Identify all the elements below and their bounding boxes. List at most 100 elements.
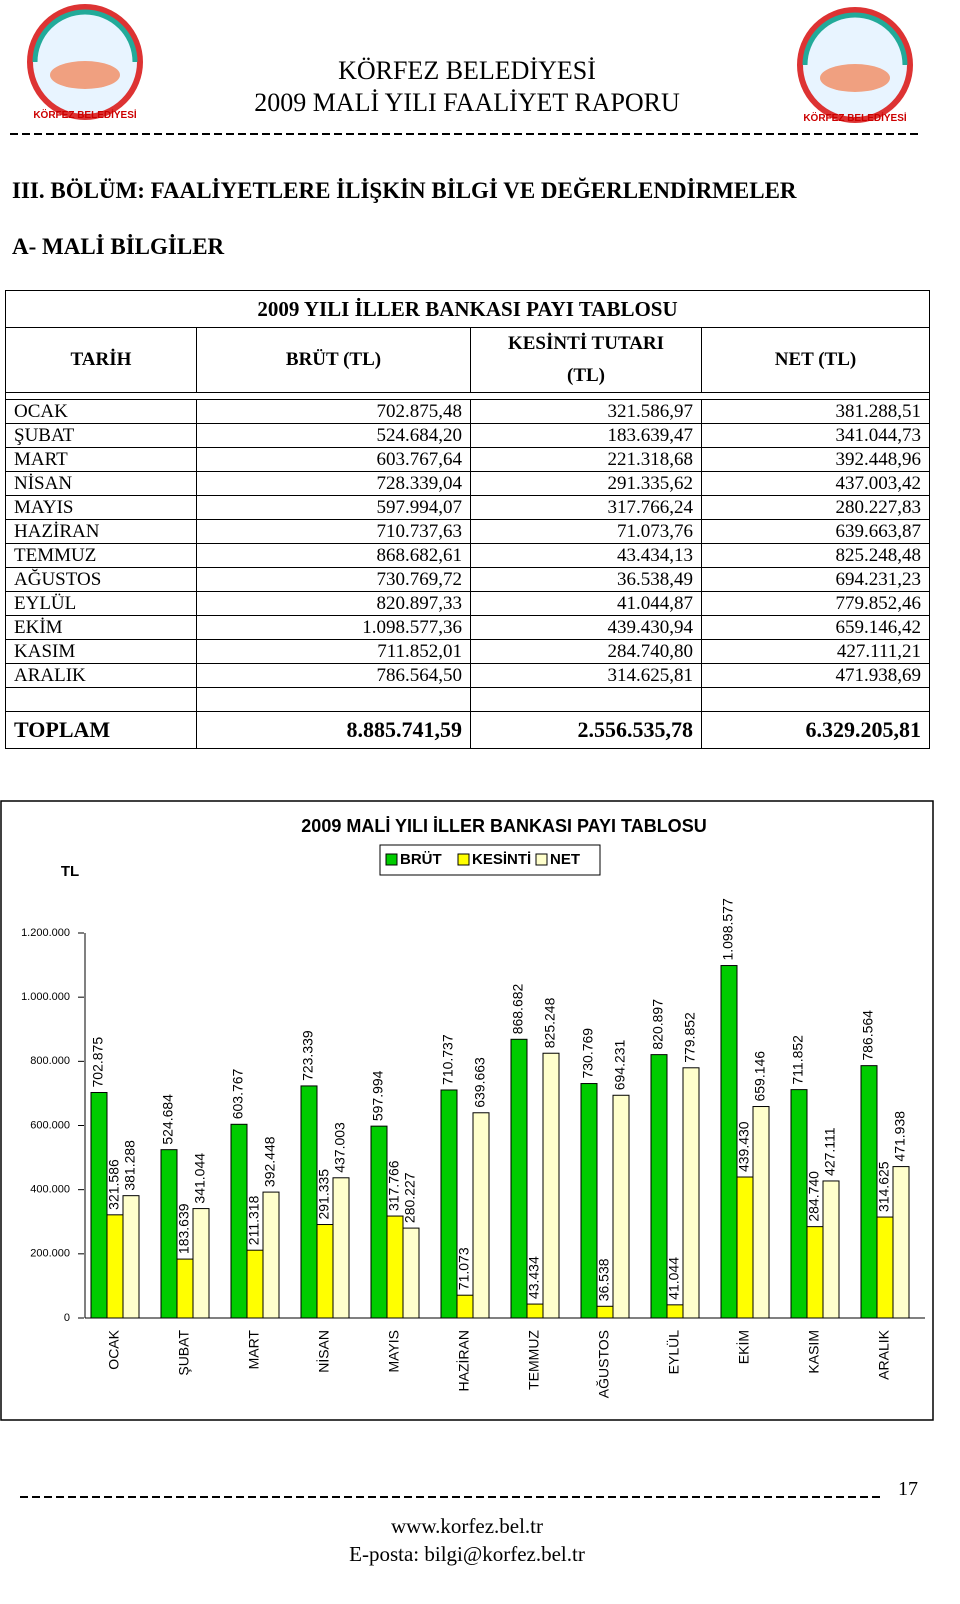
data-label: 317.766 xyxy=(386,1160,402,1211)
table-cell: 43.434,13 xyxy=(470,543,702,568)
footer-graphics xyxy=(20,1496,880,1498)
legend xyxy=(379,844,601,876)
table-cell: 597.994,07 xyxy=(196,495,471,520)
bar xyxy=(542,1052,560,1319)
column-header: BRÜT (TL) xyxy=(196,327,471,393)
table-cell: 36.538,49 xyxy=(470,567,702,592)
table-row: HAZİRAN 710.737,63 71.073,76 639.663,87 xyxy=(5,519,930,544)
table-row: EKİM 1.098.577,36 439.430,94 659.146,42 xyxy=(5,615,930,640)
y-tick-label: 1.000.000 xyxy=(21,991,70,1003)
logo: KÖRFEZ BELEDİYESİ xyxy=(797,7,913,124)
column-header-unit: (TL) xyxy=(567,365,605,386)
data-label: 786.564 xyxy=(860,1010,876,1061)
data-label: 439.430 xyxy=(736,1121,752,1172)
section-subheading: A- MALİ BİLGİLER xyxy=(12,234,225,259)
table-cell: TOPLAM xyxy=(5,711,197,749)
data-label: 43.434 xyxy=(526,1256,542,1299)
data-label: 723.339 xyxy=(300,1030,316,1081)
table-cell: TEMMUZ xyxy=(5,543,197,568)
bar xyxy=(860,1065,878,1319)
table-cell: MART xyxy=(5,447,197,472)
bar xyxy=(596,1305,614,1319)
data-label: 183.639 xyxy=(176,1203,192,1254)
logo-text: KÖRFEZ BELEDİYESİ xyxy=(33,108,137,121)
y-tick-label: 200.000 xyxy=(30,1248,70,1260)
data-table: 2009 YILI İLLER BANKASI PAYI TABLOSU TAR… xyxy=(5,290,930,749)
table-row: EYLÜL 820.897,33 41.044,87 779.852,46 xyxy=(5,591,930,616)
table-cell: 471.938,69 xyxy=(701,663,930,688)
x-tick-label: EKİM xyxy=(735,1330,752,1364)
bar xyxy=(580,1083,598,1319)
bar xyxy=(822,1180,840,1319)
table-cell: ARALIK xyxy=(5,663,197,688)
table-cell: 221.318,68 xyxy=(470,447,702,472)
data-label: 71.073 xyxy=(456,1247,472,1290)
footer-website: www.korfez.bel.tr xyxy=(391,1514,543,1538)
x-tick-label: ŞUBAT xyxy=(176,1330,192,1376)
data-label: 381.288 xyxy=(122,1140,138,1191)
legend-label: KESİNTİ xyxy=(472,851,531,868)
column-header-text: KESİNTİ TUTARI xyxy=(507,333,665,354)
bar xyxy=(682,1067,700,1319)
table-cell: 321.586,97 xyxy=(470,399,702,424)
table-cell: ŞUBAT xyxy=(5,423,197,448)
data-label: 341.044 xyxy=(192,1153,208,1204)
table-cell: EYLÜL xyxy=(5,591,197,616)
table-cell: 1.098.577,36 xyxy=(196,615,471,640)
data-label: 314.625 xyxy=(876,1161,892,1212)
table-cell: 603.767,64 xyxy=(196,447,471,472)
table-cell: 639.663,87 xyxy=(701,519,930,544)
data-label: 41.044 xyxy=(666,1257,682,1300)
bar xyxy=(386,1215,404,1319)
data-label: 659.146 xyxy=(752,1051,768,1102)
table-cell: 41.044,87 xyxy=(470,591,702,616)
table-cell: 280.227,83 xyxy=(701,495,930,520)
table-cell: 659.146,42 xyxy=(701,615,930,640)
bar xyxy=(752,1106,770,1319)
chart-title: 2009 MALİ YILI İLLER BANKASI PAYI TABLOS… xyxy=(301,816,706,836)
data-label: 280.227 xyxy=(402,1172,418,1223)
legend-label: BRÜT xyxy=(400,851,442,868)
bar xyxy=(612,1094,630,1319)
legend-swatch xyxy=(385,853,398,866)
bar xyxy=(316,1224,334,1319)
table-cell: 730.769,72 xyxy=(196,567,471,592)
data-label: 1.098.577 xyxy=(720,898,736,960)
table-row: AĞUSTOS 730.769,72 36.538,49 694.231,23 xyxy=(5,567,930,592)
bar xyxy=(246,1249,264,1319)
bar xyxy=(666,1304,684,1319)
data-label: 211.318 xyxy=(246,1195,262,1245)
legend-label: NET xyxy=(550,851,580,868)
table-row: TOPLAM 8.885.741,59 2.556.535,78 6.329.205,… xyxy=(5,711,930,749)
table-cell: 825.248,48 xyxy=(701,543,930,568)
column-header: NET (TL) xyxy=(701,327,930,393)
bar xyxy=(526,1303,544,1319)
table-row: MART 603.767,64 221.318,68 392.448,96 xyxy=(5,447,930,472)
table-cell: 786.564,50 xyxy=(196,663,471,688)
column-header: KESİNTİ TUTARI (TL) xyxy=(470,327,702,393)
data-label: 639.663 xyxy=(472,1057,488,1108)
bar xyxy=(176,1258,194,1319)
data-label: 825.248 xyxy=(542,997,558,1048)
page-number: 17 xyxy=(898,1478,918,1500)
table-cell: 437.003,42 xyxy=(701,471,930,496)
data-label: 437.003 xyxy=(332,1122,348,1173)
table-cell: 183.639,47 xyxy=(470,423,702,448)
table-cell: HAZİRAN xyxy=(5,519,197,544)
x-tick-label: EYLÜL xyxy=(665,1330,682,1375)
table-cell: 711.852,01 xyxy=(196,639,471,664)
table-cell: 2.556.535,78 xyxy=(470,711,702,749)
header-subtitle: 2009 MALİ YILI FAALİYET RAPORU xyxy=(254,88,680,117)
data-label: 694.231 xyxy=(612,1039,628,1090)
table-row: KASIM 711.852,01 284.740,80 427.111,21 xyxy=(5,639,930,664)
table-cell: 702.875,48 xyxy=(196,399,471,424)
x-tick-label: MAYIS xyxy=(386,1330,402,1373)
table-cell: 524.684,20 xyxy=(196,423,471,448)
table-cell: MAYIS xyxy=(5,495,197,520)
table-row: NİSAN 728.339,04 291.335,62 437.003,42 xyxy=(5,471,930,496)
bar xyxy=(720,965,738,1319)
table-cell: 694.231,23 xyxy=(701,567,930,592)
header-graphics: KÖRFEZ BELEDİYESİ KÖRFEZ BELEDİYESİ xyxy=(10,4,920,135)
data-label: 868.682 xyxy=(510,983,526,1034)
table-row: TEMMUZ 868.682,61 43.434,13 825.248,48 xyxy=(5,543,930,568)
